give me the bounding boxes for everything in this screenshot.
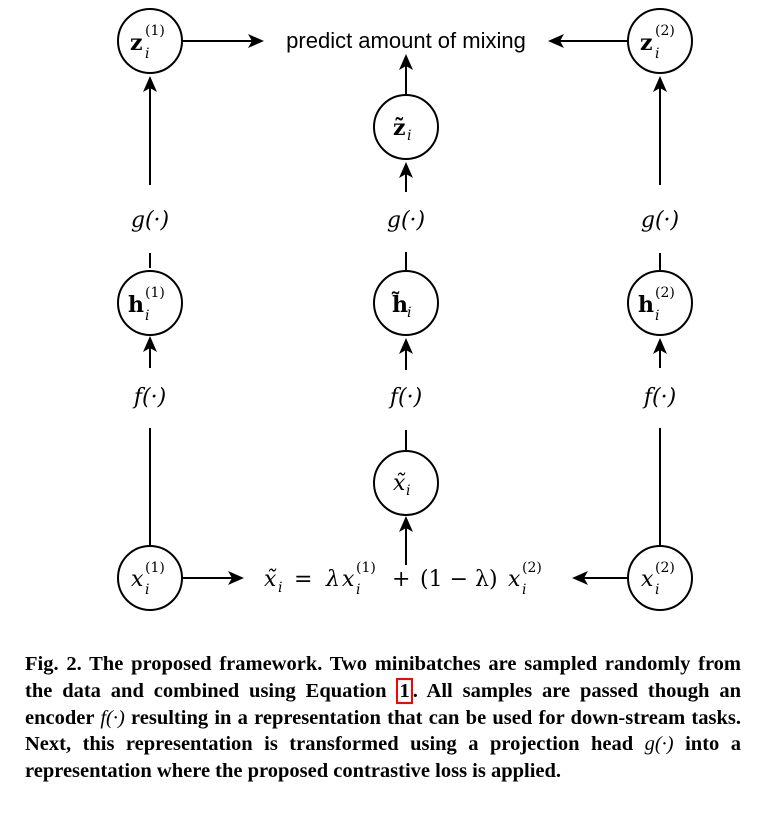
node-x2-sub: i: [655, 582, 659, 598]
framework-diagram: z i (1) z i (2) z̃ i h i (1) h̃ i h i (2…: [117, 8, 693, 611]
arrowhead-eq-left: [228, 571, 244, 585]
node-h1-base: h: [128, 292, 144, 318]
arrowhead-predict-left: [248, 34, 264, 48]
node-x1: x i (1): [117, 545, 183, 611]
node-h1: h i (1): [117, 270, 183, 336]
node-z2: z i (2): [627, 8, 693, 74]
f-label-right: f(·): [642, 385, 676, 410]
node-x2-base: x: [641, 567, 654, 592]
caption-g-symbol: g(·): [644, 733, 674, 756]
node-xt-base: x̃: [393, 471, 406, 496]
eq-x1-sub: i: [356, 582, 360, 598]
arrowhead-predict-right: [548, 34, 564, 48]
node-zt-sub: i: [407, 128, 411, 144]
eq-one-minus-lambda: (1 − λ): [420, 567, 498, 592]
arrowhead-h2: [653, 338, 667, 354]
node-z1-base: z: [130, 30, 143, 56]
node-x-tilde: x̃ i: [373, 450, 439, 516]
g-label-left: g(·): [131, 208, 169, 233]
predict-label: predict amount of mixing: [286, 28, 526, 53]
node-zt-base: z̃: [393, 115, 406, 141]
eq-x2-base: x: [508, 567, 521, 592]
node-x1-sub: i: [145, 582, 149, 598]
node-ht-base: h̃: [391, 292, 408, 318]
eq-x2-sub: i: [522, 582, 526, 598]
mixing-equation: x̃ i = λ x i (1) + (1 − λ) x i (2): [264, 560, 542, 598]
eq-x1-sup: (1): [356, 560, 376, 576]
equation-reference-link[interactable]: 1: [396, 677, 413, 704]
arrowhead-xt: [399, 516, 413, 532]
node-h2-sup: (2): [655, 285, 675, 301]
caption-f-symbol: f(·): [100, 706, 125, 729]
node-z2-sup: (2): [655, 23, 675, 39]
arrowhead-z2: [653, 76, 667, 92]
eq-equals: =: [294, 567, 312, 592]
arrowhead-eq-right: [572, 571, 588, 585]
eq-lhs-base: x̃: [264, 567, 277, 592]
node-h1-sub: i: [145, 308, 149, 324]
arrowhead-h1: [143, 336, 157, 352]
node-xt-sub: i: [406, 483, 410, 499]
node-h2-sub: i: [655, 308, 659, 324]
node-ht-sub: i: [407, 305, 411, 321]
f-label-left: f(·): [132, 385, 166, 410]
node-h2-base: h: [638, 292, 654, 318]
g-label-right: g(·): [641, 208, 679, 233]
f-label-middle: f(·): [388, 385, 422, 410]
node-z-tilde: z̃ i: [373, 94, 439, 160]
caption-text-4: into a representation where the proposed…: [25, 733, 741, 783]
node-h-tilde: h̃ i: [373, 270, 439, 336]
node-z2-base: z: [640, 30, 653, 56]
node-x1-sup: (1): [145, 560, 165, 576]
node-x1-base: x: [131, 567, 144, 592]
caption-text-2: . All samples are passed though an encod…: [25, 679, 741, 729]
caption-text-3: resulting in a representation that can b…: [25, 706, 741, 756]
eq-lambda: λ: [325, 567, 340, 592]
node-z1-sub: i: [145, 46, 149, 62]
node-h1-sup: (1): [145, 285, 165, 301]
node-z1: z i (1): [117, 8, 183, 74]
figure-caption: Fig. 2. The proposed framework. Two mini…: [25, 651, 741, 785]
node-z2-sub: i: [655, 46, 659, 62]
eq-x2-sup: (2): [522, 560, 542, 576]
arrowhead-predict-up: [399, 54, 413, 70]
g-label-middle: g(·): [387, 208, 425, 233]
node-x2: x i (2): [627, 545, 693, 611]
eq-x1-base: x: [342, 567, 355, 592]
caption-text-1: Fig. 2. The proposed framework. Two mini…: [25, 653, 741, 702]
node-x2-sup: (2): [655, 560, 675, 576]
node-z1-sup: (1): [145, 23, 165, 39]
eq-plus: +: [392, 567, 410, 592]
arrowhead-zt: [399, 162, 413, 178]
node-h2: h i (2): [627, 270, 693, 336]
eq-lhs-sub: i: [278, 580, 282, 596]
arrowhead-ht: [399, 338, 413, 354]
arrowhead-z1: [143, 76, 157, 92]
